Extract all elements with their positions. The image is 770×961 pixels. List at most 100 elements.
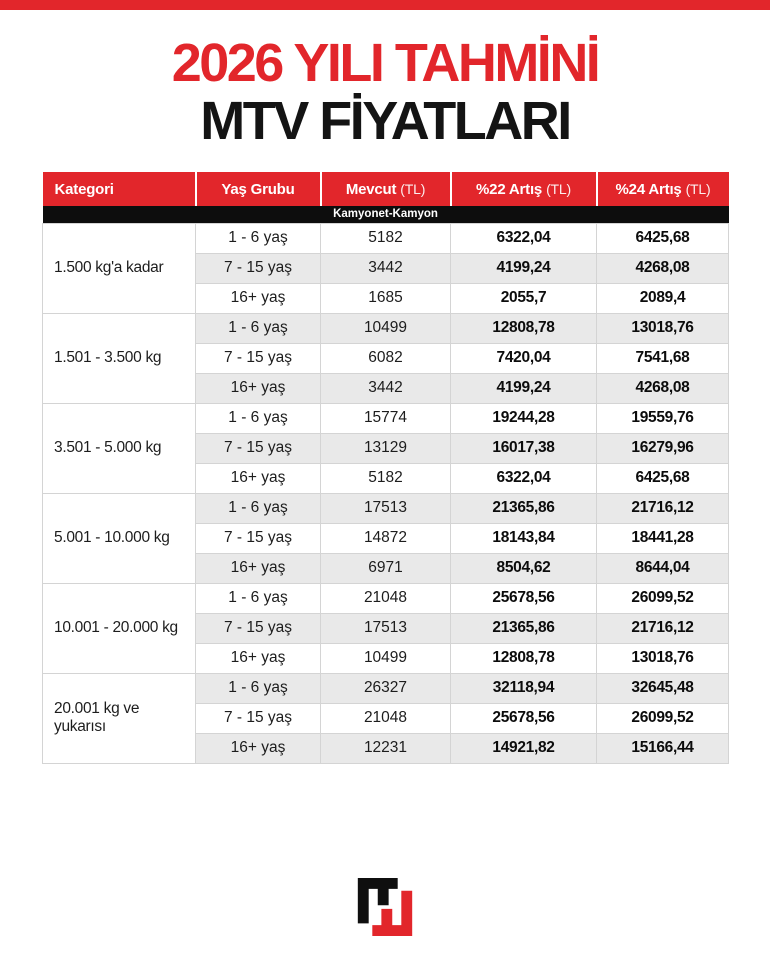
- increase24-value-cell: 2089,4: [596, 282, 729, 314]
- table-row: 3.501 - 5.000 kg 1 - 6 yaş 15774 19244,28 19…: [42, 402, 729, 494]
- current-value-cell: 15774: [320, 402, 451, 434]
- table-header-row: Kategori Yaş Grubu Mevcut (TL) %22 Artış(…: [42, 172, 729, 206]
- section-banner: Kamyonet-Kamyon: [42, 206, 729, 223]
- current-value-cell: 13129: [320, 432, 451, 464]
- increase22-value-cell: 12808,78: [450, 312, 597, 344]
- current-value-cell: 5182: [320, 222, 451, 254]
- increase22-value-cell: 12808,78: [450, 642, 597, 674]
- table-row: 7 - 15 yaş 6082 7420,04 7541,68: [43, 342, 729, 374]
- category-cell: 3.501 - 5.000 kg: [42, 402, 196, 494]
- age-cell: 16+ yaş: [195, 372, 321, 404]
- table-row: 20.001 kg ve yukarısı 1 - 6 yaş 26327 32118…: [42, 672, 729, 764]
- table-row: 7 - 15 yaş 3442 4199,24 4268,08: [43, 252, 729, 284]
- table-row: 10.001 - 20.000 kg 1 - 6 yaş 21048 25678,56…: [42, 582, 729, 674]
- age-cell: 16+ yaş: [195, 732, 321, 764]
- current-value-cell: 3442: [320, 252, 451, 284]
- increase24-value-cell: 19559,76: [596, 402, 729, 434]
- increase24-value-cell: 6425,68: [596, 462, 729, 494]
- table-row: 1.500 kg'a kadar 1 - 6 yaş 5182 6322,04 6425…: [42, 222, 729, 314]
- age-cell: 16+ yaş: [195, 552, 321, 584]
- current-value-cell: 5182: [320, 462, 451, 494]
- column-header-artis-24: %24 Artış (TL): [595, 172, 729, 206]
- top-red-bar: [0, 0, 770, 10]
- table-row: 16+ yaş 5182 6322,04 6425,68: [43, 462, 729, 494]
- increase24-value-cell: 26099,52: [596, 582, 729, 614]
- increase22-value-cell: 7420,04: [450, 342, 597, 374]
- page-title-line2: MTV FİYATLARI: [200, 91, 572, 151]
- increase24-value-cell: 8644,04: [596, 552, 729, 584]
- table-row: 7 - 15 yaş 17513 21365,86 21716,12: [43, 612, 729, 644]
- increase22-value-cell: 4199,24: [450, 252, 597, 284]
- current-value-cell: 1685: [320, 282, 451, 314]
- current-value-cell: 17513: [320, 612, 451, 644]
- age-cell: 7 - 15 yaş: [195, 522, 321, 554]
- increase22-value-cell: 21365,86: [450, 612, 597, 644]
- category-cell: 10.001 - 20.000 kg: [42, 582, 196, 674]
- increase24-value-cell: 6425,68: [596, 222, 729, 254]
- table-row: 16+ yaş 1685 2055,7 2089,4: [43, 282, 729, 314]
- age-cell: 16+ yaş: [195, 282, 321, 314]
- column-header-kategori: Kategori: [42, 172, 196, 206]
- category-cell: 5.001 - 10.000 kg: [42, 492, 196, 584]
- table-row: 5.001 - 10.000 kg 1 - 6 yaş 17513 21365,86 2…: [42, 492, 729, 584]
- increase24-value-cell: 21716,12: [596, 612, 729, 644]
- current-value-cell: 12231: [320, 732, 451, 764]
- increase22-value-cell: 32118,94: [450, 672, 597, 704]
- increase22-value-cell: 4199,24: [450, 372, 597, 404]
- increase22-value-cell: 8504,62: [450, 552, 597, 584]
- increase22-value-cell: 18143,84: [450, 522, 597, 554]
- table-row: 16+ yaş 10499 12808,78 13018,76: [43, 642, 729, 674]
- age-cell: 16+ yaş: [195, 642, 321, 674]
- mtv-price-table-container: Kategori Yaş Grubu Mevcut (TL) %22 Artış(…: [42, 172, 729, 764]
- column-header-mevcut: Mevcut (TL): [319, 172, 451, 206]
- age-cell: 7 - 15 yaş: [195, 702, 321, 734]
- current-value-cell: 10499: [320, 642, 451, 674]
- column-header-yas-grubu: Yaş Grubu: [194, 172, 321, 206]
- increase22-value-cell: 16017,38: [450, 432, 597, 464]
- category-cell: 1.500 kg'a kadar: [42, 222, 196, 314]
- table-row: 1.501 - 3.500 kg 1 - 6 yaş 10499 12808,78 13…: [42, 312, 729, 404]
- increase24-value-cell: 18441,28: [596, 522, 729, 554]
- increase24-value-cell: 32645,48: [596, 672, 729, 704]
- increase22-value-cell: 25678,56: [450, 582, 597, 614]
- age-cell: 16+ yaş: [195, 462, 321, 494]
- age-cell: 1 - 6 yaş: [195, 672, 321, 704]
- increase24-value-cell: 13018,76: [596, 312, 729, 344]
- page-title-line1: 2026 YILI TAHMİNİ: [171, 33, 601, 93]
- increase24-value-cell: 4268,08: [596, 252, 729, 284]
- increase24-value-cell: 16279,96: [596, 432, 729, 464]
- current-value-cell: 6971: [320, 552, 451, 584]
- age-cell: 1 - 6 yaş: [195, 582, 321, 614]
- increase24-value-cell: 26099,52: [596, 702, 729, 734]
- table-row: 7 - 15 yaş 14872 18143,84 18441,28: [43, 522, 729, 554]
- current-value-cell: 14872: [320, 522, 451, 554]
- table-row: 16+ yaş 12231 14921,82 15166,44: [43, 732, 729, 764]
- column-header-artis-22: %22 Artış (TL): [449, 172, 597, 206]
- increase22-value-cell: 21365,86: [450, 492, 597, 524]
- table-row: 7 - 15 yaş 13129 16017,38 16279,96: [43, 432, 729, 464]
- footer-logo-container: [0, 876, 770, 938]
- category-cell: 1.501 - 3.500 kg: [42, 312, 196, 404]
- current-value-cell: 10499: [320, 312, 451, 344]
- page-title: 2026 YILI TAHMİNİ MTV FİYATLARI: [0, 36, 770, 148]
- increase24-value-cell: 7541,68: [596, 342, 729, 374]
- age-cell: 7 - 15 yaş: [195, 342, 321, 374]
- current-value-cell: 3442: [320, 372, 451, 404]
- age-cell: 7 - 15 yaş: [195, 432, 321, 464]
- mtv-price-table: Kategori Yaş Grubu Mevcut (TL) %22 Artış(…: [42, 172, 729, 764]
- current-value-cell: 6082: [320, 342, 451, 374]
- increase22-value-cell: 14921,82: [450, 732, 597, 764]
- increase22-value-cell: 2055,7: [450, 282, 597, 314]
- age-cell: 7 - 15 yaş: [195, 252, 321, 284]
- current-value-cell: 17513: [320, 492, 451, 524]
- increase22-value-cell: 6322,04: [450, 222, 597, 254]
- increase22-value-cell: 19244,28: [450, 402, 597, 434]
- category-cell: 20.001 kg ve yukarısı: [42, 672, 196, 764]
- age-cell: 1 - 6 yaş: [195, 222, 321, 254]
- increase24-value-cell: 15166,44: [596, 732, 729, 764]
- age-cell: 1 - 6 yaş: [195, 492, 321, 524]
- increase24-value-cell: 21716,12: [596, 492, 729, 524]
- current-value-cell: 21048: [320, 582, 451, 614]
- increase22-value-cell: 6322,04: [450, 462, 597, 494]
- increase22-value-cell: 25678,56: [450, 702, 597, 734]
